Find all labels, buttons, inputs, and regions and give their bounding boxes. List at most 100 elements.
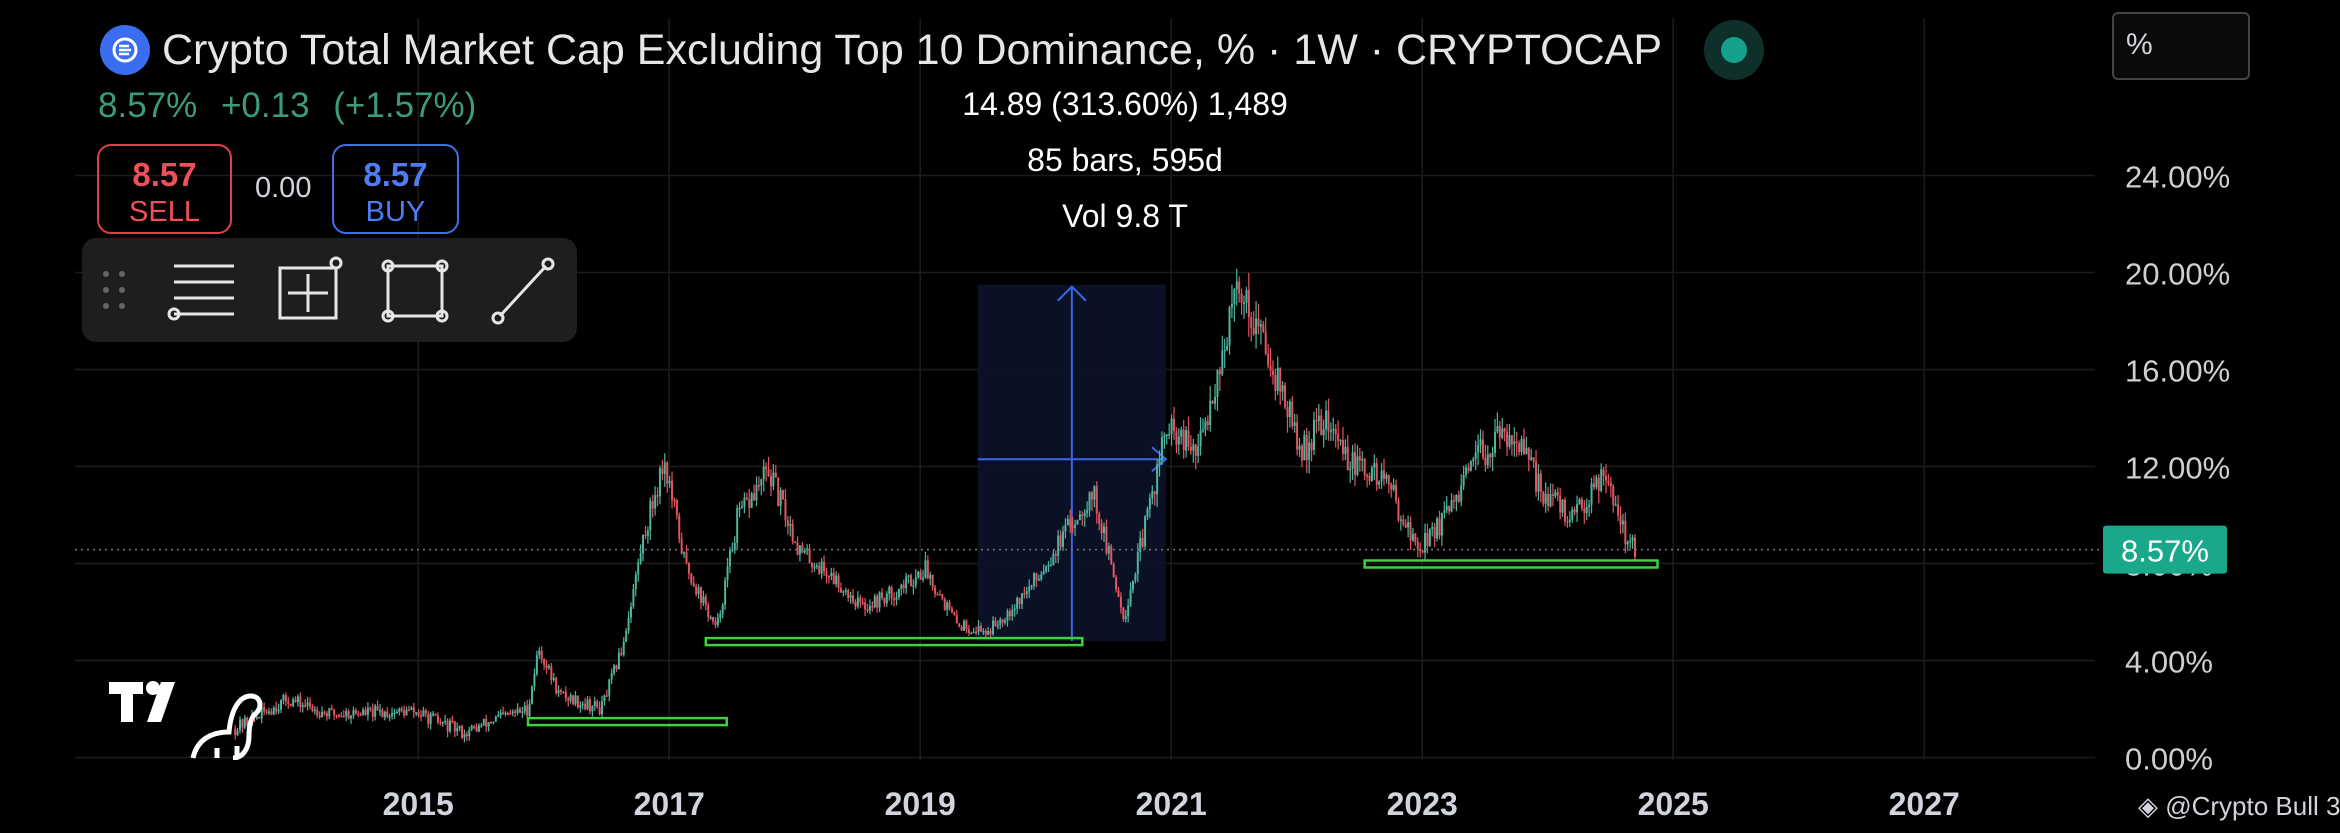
candle-body [330, 708, 333, 710]
candle-body [989, 630, 992, 635]
candle-body [796, 542, 799, 555]
candle-body [741, 506, 744, 508]
candle-body [1467, 467, 1470, 471]
candle-body [1556, 492, 1559, 496]
measure-range-icon[interactable] [278, 256, 343, 320]
candle-body [1088, 492, 1091, 511]
unit-selector[interactable]: % [2112, 12, 2250, 80]
candle-body [458, 726, 461, 729]
candle-body [492, 721, 495, 724]
candle-body [1156, 464, 1159, 495]
candle-body [432, 713, 435, 716]
candle-body [1228, 307, 1231, 346]
candle-body [1255, 318, 1258, 335]
candle-body [958, 623, 961, 627]
candle-body [374, 706, 377, 717]
candlestick-series [234, 268, 1636, 743]
candle-body [668, 480, 671, 484]
candle-body [296, 696, 299, 703]
candle-body [470, 726, 473, 730]
trend-line-icon[interactable] [491, 257, 555, 325]
drawing-toolbar [82, 238, 577, 342]
candle-body [757, 485, 760, 487]
candle-body [1163, 435, 1166, 438]
candle-body [818, 565, 821, 574]
candle-body [313, 709, 316, 712]
sell-button[interactable]: 8.57 SELL [97, 144, 232, 234]
watermark-text: @Crypto Bull 3 [2165, 791, 2340, 821]
candle-body [1281, 385, 1284, 392]
candle-body [813, 566, 816, 569]
candle-body [596, 701, 599, 708]
x-tick-label: 2027 [1889, 786, 1960, 822]
drag-handle-icon[interactable] [103, 271, 125, 309]
candle-body [929, 574, 932, 579]
horizontal-lines-icon[interactable] [167, 264, 234, 321]
candle-body [1267, 353, 1270, 366]
candle-body [301, 705, 304, 707]
candle-body [1329, 430, 1332, 433]
candle-body [1397, 500, 1400, 520]
candle-body [1559, 495, 1562, 513]
candle-body [1298, 445, 1301, 450]
candle-body [1479, 439, 1482, 446]
candle-body [965, 620, 968, 630]
candle-body [632, 589, 635, 607]
candle-body [1146, 508, 1149, 517]
candle-body [1426, 532, 1429, 546]
market-status-icon[interactable] [1704, 20, 1765, 80]
candle-body [1061, 531, 1064, 547]
candle-body [1341, 440, 1344, 454]
candle-body [497, 715, 500, 718]
candle-body [1588, 504, 1591, 507]
candle-body [1595, 477, 1598, 488]
candle-body [897, 588, 900, 598]
candle-body [1238, 281, 1241, 294]
candle-body [654, 495, 657, 509]
tradingview-logo-icon [105, 670, 265, 761]
candle-body [272, 707, 275, 715]
candle-body [1600, 469, 1603, 491]
candle-body [246, 717, 249, 726]
candle-body [1134, 574, 1137, 581]
candle-body [1182, 429, 1185, 451]
candle-body [1317, 415, 1320, 421]
candle-body [393, 712, 396, 715]
candle-body [716, 617, 719, 626]
candle-body [1621, 520, 1624, 525]
candle-body [347, 711, 350, 719]
candle-body [538, 650, 541, 656]
candle-body [1105, 526, 1108, 554]
y-tick-label: 20.00% [2125, 257, 2230, 292]
candle-body [1144, 516, 1147, 547]
rectangle-icon[interactable] [381, 259, 449, 323]
candle-body [610, 673, 613, 680]
buy-button[interactable]: 8.57 BUY [332, 144, 459, 234]
candle-body [1407, 522, 1410, 528]
candle-body [642, 534, 645, 554]
candle-body [1199, 430, 1202, 447]
candle-body [518, 708, 521, 713]
x-tick-label: 2017 [634, 786, 705, 822]
candle-body [567, 698, 570, 701]
candle-body [429, 713, 432, 725]
candle-body [420, 715, 423, 717]
candle-body [504, 712, 507, 715]
candle-body [1035, 573, 1038, 581]
candle-body [477, 725, 480, 732]
candle-body [683, 552, 686, 554]
candle-body [1491, 452, 1494, 458]
candle-body [909, 575, 912, 587]
candle-body [1605, 476, 1608, 481]
candle-body [564, 691, 567, 699]
candle-body [982, 630, 985, 633]
candle-body [830, 572, 833, 577]
candle-body [342, 715, 345, 718]
candle-body [736, 508, 739, 543]
candle-body [709, 617, 712, 619]
candle-body [1510, 435, 1513, 445]
candle-body [639, 553, 642, 563]
candle-body [1076, 520, 1079, 525]
candle-body [1189, 446, 1192, 451]
candle-body [514, 711, 517, 713]
